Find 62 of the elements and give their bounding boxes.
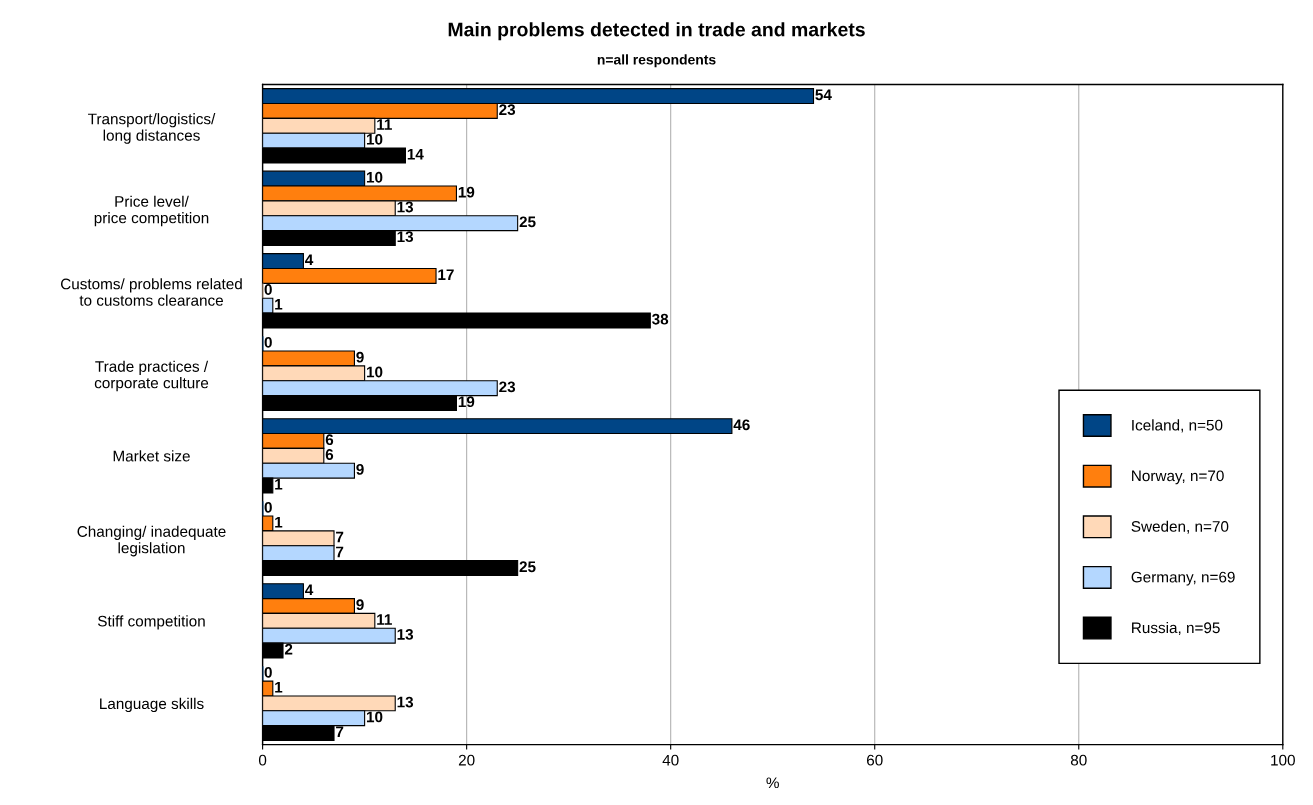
y-tick-label: Customs/ problems related to customs clearance bbox=[60, 278, 242, 306]
data-label: 9 bbox=[356, 351, 364, 363]
data-label: 13 bbox=[397, 628, 414, 640]
data-label: 25 bbox=[519, 561, 536, 573]
data-label: 19 bbox=[458, 186, 475, 198]
x-tick-label: 100 bbox=[1271, 754, 1295, 766]
data-label: 10 bbox=[366, 711, 383, 723]
legend-label: Sweden, n=70 bbox=[1131, 520, 1229, 534]
data-label: 13 bbox=[397, 696, 414, 708]
data-label: 19 bbox=[458, 396, 475, 408]
data-label: 4 bbox=[305, 584, 314, 596]
data-label: 54 bbox=[815, 89, 832, 101]
data-label: 17 bbox=[438, 269, 454, 280]
data-label: 13 bbox=[397, 231, 414, 243]
data-label: 7 bbox=[336, 546, 344, 558]
x-tick-label: 40 bbox=[662, 754, 679, 766]
y-tick-label: Price level/ price competition bbox=[94, 195, 209, 227]
data-label: 2 bbox=[284, 643, 293, 655]
y-tick-label: Stiff competition bbox=[97, 615, 205, 630]
data-label: 46 bbox=[733, 419, 750, 431]
y-tick-label: Trade practices / corporate culture bbox=[94, 360, 209, 392]
y-tick-label: Changing/ inadequate legislation bbox=[77, 525, 226, 557]
x-tick-label: 80 bbox=[1070, 754, 1087, 766]
data-label: 1 bbox=[275, 299, 283, 310]
x-tick-label: 0 bbox=[258, 754, 267, 766]
data-label: 25 bbox=[519, 216, 536, 228]
data-label: 1 bbox=[275, 681, 283, 693]
data-label: 11 bbox=[377, 614, 392, 625]
legend-label: Norway, n=70 bbox=[1132, 470, 1224, 485]
x-tick-label: 20 bbox=[458, 754, 475, 766]
data-label: 38 bbox=[652, 313, 669, 325]
y-tick-label: Market size bbox=[113, 450, 190, 462]
data-label: 0 bbox=[264, 501, 272, 513]
legend-label: Germany, n=69 bbox=[1131, 571, 1235, 586]
data-label: 4 bbox=[305, 254, 314, 266]
data-label: 11 bbox=[377, 119, 392, 130]
data-label: 7 bbox=[336, 531, 344, 543]
chart-subtitle: n=all respondents bbox=[597, 54, 716, 68]
chart-title: Main problems detected in trade and markets bbox=[448, 22, 865, 41]
data-label: 0 bbox=[264, 284, 272, 295]
data-label: 1 bbox=[275, 516, 283, 528]
x-tick-label: 60 bbox=[867, 754, 883, 766]
data-label: 1 bbox=[275, 478, 283, 490]
legend-label: Russia, n=95 bbox=[1132, 621, 1220, 635]
data-label: 9 bbox=[356, 463, 364, 475]
data-label: 6 bbox=[325, 449, 334, 460]
data-label: 23 bbox=[499, 104, 516, 116]
data-label: 23 bbox=[499, 381, 516, 393]
data-label: 9 bbox=[356, 599, 364, 611]
data-label: 10 bbox=[366, 133, 383, 145]
x-axis-title: % bbox=[766, 777, 779, 789]
data-label: 0 bbox=[264, 666, 272, 678]
data-label: 0 bbox=[264, 336, 272, 348]
data-label: 6 bbox=[325, 434, 334, 446]
legend-label: Iceland, n=50 bbox=[1132, 419, 1223, 433]
data-label: 10 bbox=[366, 171, 383, 183]
data-label: 13 bbox=[397, 201, 414, 213]
data-label: 14 bbox=[407, 148, 424, 160]
y-tick-label: Transport/logistics/ long distances bbox=[88, 113, 216, 144]
data-label: 7 bbox=[336, 726, 344, 738]
y-tick-label: Language skills bbox=[100, 697, 204, 713]
data-label: 10 bbox=[366, 366, 383, 378]
